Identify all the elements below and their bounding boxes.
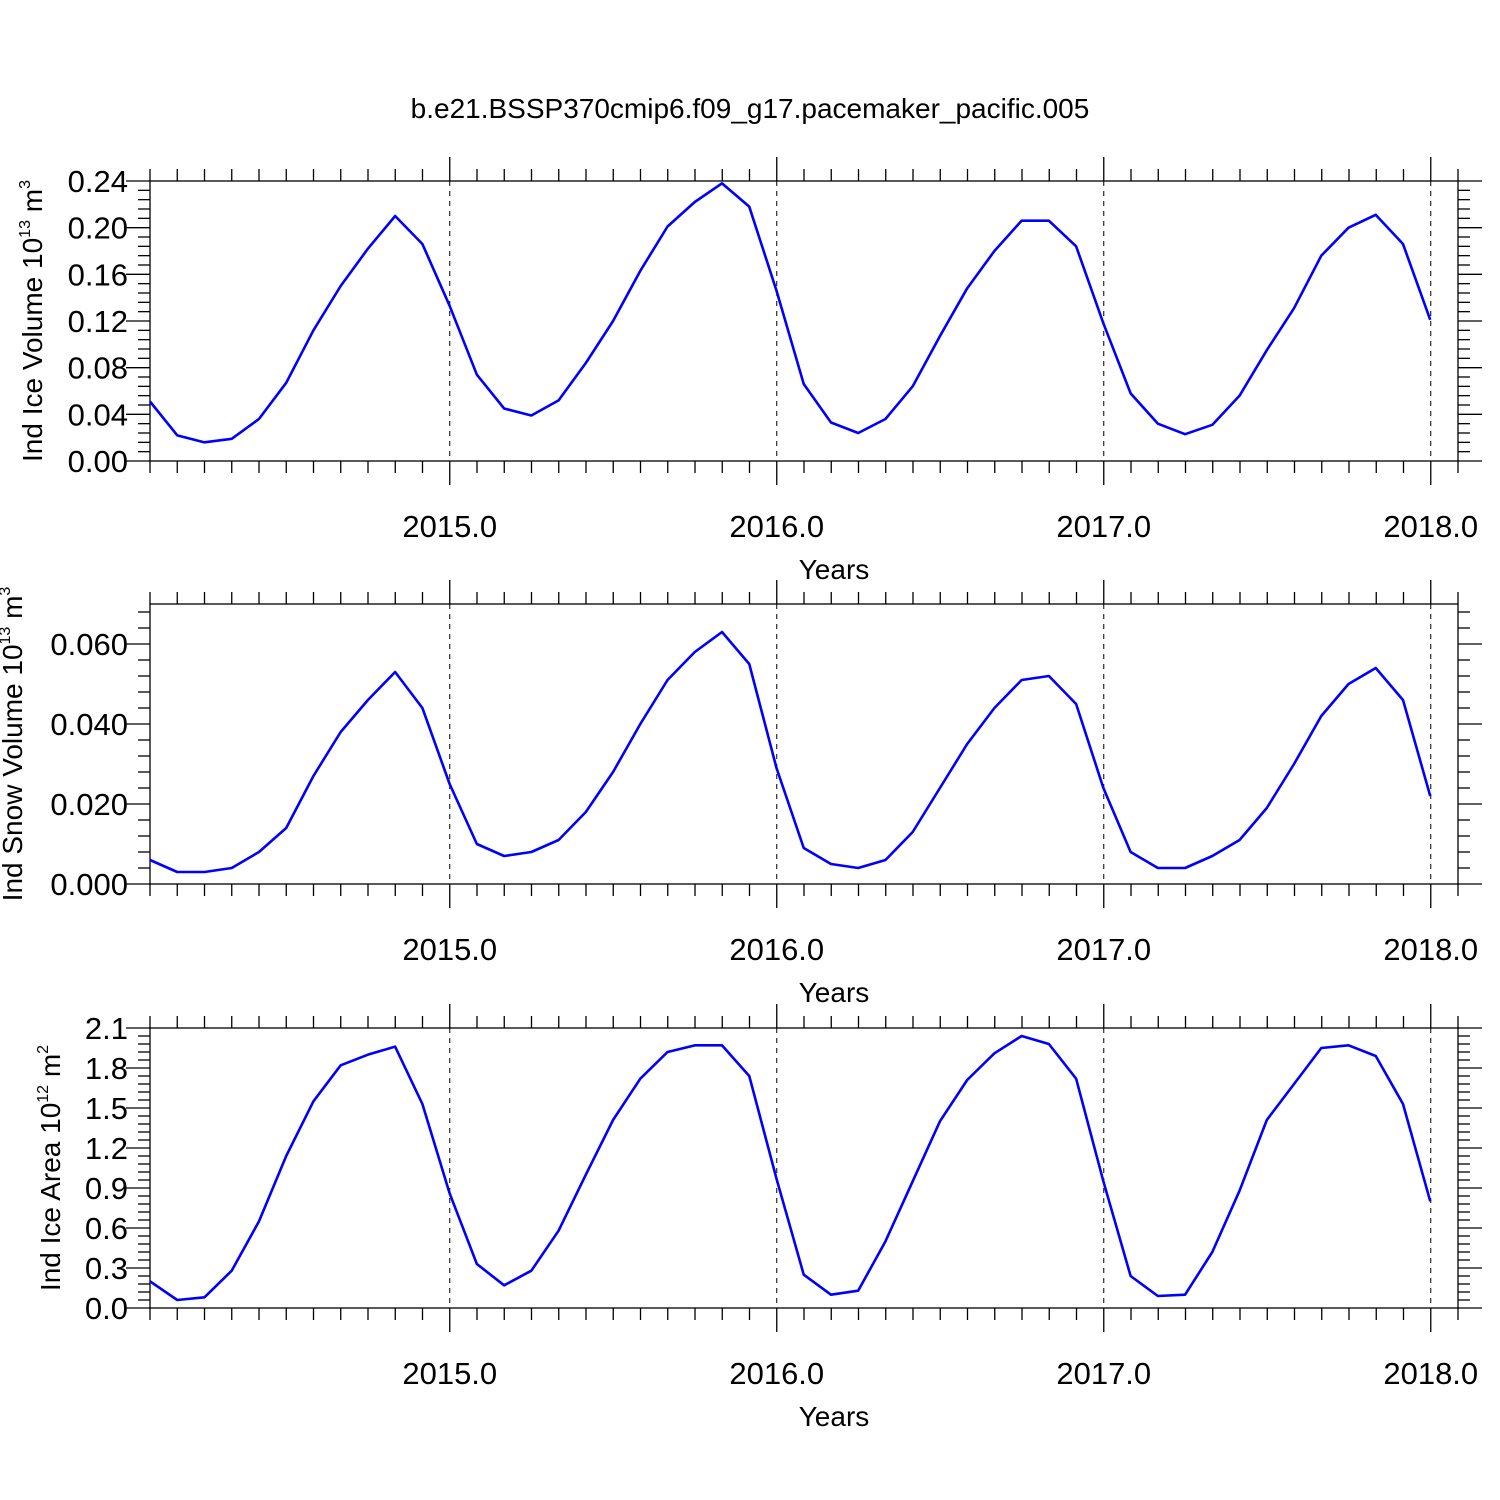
y-axis-title: Ind Ice Volume 1013 m3	[17, 180, 48, 462]
y-tick-label: 1.8	[85, 1051, 128, 1086]
x-axis-title: Years	[799, 1401, 870, 1432]
y-tick-label: 0.04	[68, 397, 128, 432]
y-tick-label: 0.00	[68, 444, 128, 479]
y-axis-title: Ind Ice Area 1012 m2	[35, 1045, 66, 1291]
x-tick-label: 2015.0	[402, 509, 497, 544]
plot-frame	[149, 603, 1459, 885]
x-tick-label: 2018.0	[1383, 1356, 1478, 1391]
chart-title: b.e21.BSSP370cmip6.f09_g17.pacemaker_pac…	[411, 93, 1090, 124]
x-tick-label: 2015.0	[402, 1356, 497, 1391]
x-tick-label: 2018.0	[1383, 932, 1478, 967]
y-tick-label: 0.9	[85, 1171, 128, 1206]
series-line	[149, 630, 1432, 874]
y-tick-label: 0.3	[85, 1251, 128, 1286]
plot-frame	[149, 180, 1459, 462]
chart-panel-2: 2015.0 2016.0 2017.0 2018.0 0.000 0.020 0.040 0…	[0, 580, 1482, 1008]
series-line	[149, 1034, 1432, 1302]
x-tick-label: 2018.0	[1383, 509, 1478, 544]
x-tick-label: 2017.0	[1056, 509, 1151, 544]
y-tick-label: 0.040	[50, 707, 128, 742]
y-tick-label: 0.6	[85, 1211, 128, 1246]
y-tick-label: 0.08	[68, 351, 128, 386]
chart-panel-3: 2015.0 2016.0 2017.0 2018.0 0.0 0.3 0.6 0.9 1.2 1…	[35, 1004, 1482, 1432]
x-tick-label: 2015.0	[402, 932, 497, 967]
y-tick-label: 1.5	[85, 1091, 128, 1126]
chart-panels: 2015.0 2016.0 2017.0 2018.0 0.00 0.04 0.08 0.12…	[0, 157, 1482, 1432]
y-tick-label: 0.000	[50, 867, 128, 902]
plot-frame	[149, 1027, 1459, 1309]
x-tick-label: 2016.0	[729, 1356, 824, 1391]
x-axis-title: Years	[799, 977, 870, 1008]
x-tick-label: 2016.0	[729, 509, 824, 544]
chart-panel-1: 2015.0 2016.0 2017.0 2018.0 0.00 0.04 0.08 0.12…	[17, 157, 1482, 585]
y-tick-label: 0.24	[68, 164, 128, 199]
y-tick-label: 0.12	[68, 304, 128, 339]
y-axis-title: Ind Snow Volume 1013 m3	[0, 587, 28, 902]
y-tick-label: 0.20	[68, 211, 128, 246]
x-axis-title: Years	[799, 554, 870, 585]
series-line	[148, 182, 1432, 444]
y-tick-label: 0.16	[68, 257, 128, 292]
y-tick-label: 0.020	[50, 787, 128, 822]
x-tick-label: 2017.0	[1056, 932, 1151, 967]
y-tick-label: 1.2	[85, 1131, 128, 1166]
x-tick-label: 2017.0	[1056, 1356, 1151, 1391]
y-tick-label: 0.0	[85, 1291, 128, 1326]
y-tick-label: 0.060	[50, 627, 128, 662]
y-tick-label: 2.1	[85, 1011, 128, 1046]
x-tick-label: 2016.0	[729, 932, 824, 967]
